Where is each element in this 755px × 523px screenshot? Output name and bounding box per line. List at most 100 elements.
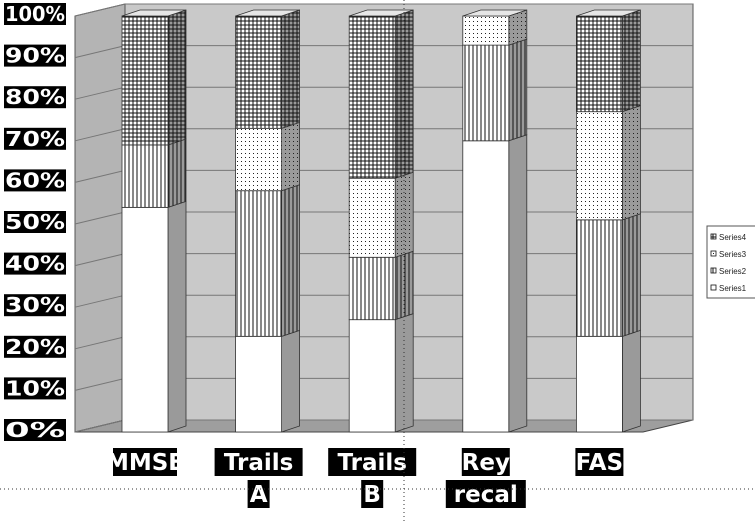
bar-segment-front xyxy=(121,15,169,146)
bar-segment xyxy=(235,9,301,129)
x-category-label-text: FAS xyxy=(576,450,623,476)
x-axis-category-labels: MMSE Trails A Trails B Rey recal FAS xyxy=(106,448,624,508)
x-category-label-box xyxy=(445,480,526,508)
bar-segment-side xyxy=(167,200,187,433)
bar-segment-side xyxy=(622,213,641,337)
y-tick-label: 10% xyxy=(4,376,66,400)
bar-segment-front xyxy=(348,177,396,258)
y-tick-label-text: 40% xyxy=(5,252,65,276)
y-tick-label: 0% xyxy=(4,418,66,442)
legend-label: Series4 xyxy=(719,233,747,242)
y-tick-label-text: 90% xyxy=(5,44,65,68)
bar-segment xyxy=(576,329,641,433)
bar-top xyxy=(576,9,641,17)
bar-segment xyxy=(348,250,414,321)
y-tick-label: 50% xyxy=(4,210,66,234)
y-tick-label-text: 20% xyxy=(5,335,65,359)
bar-segment-front xyxy=(348,15,396,179)
bar-segment-front xyxy=(235,15,283,129)
x-category-label-box xyxy=(247,480,270,508)
x-category-label: Trails A xyxy=(214,448,303,508)
y-tick-label-box xyxy=(4,252,66,275)
bar-segment xyxy=(235,184,301,337)
bar-segment-front xyxy=(121,144,169,208)
x-category-label-box xyxy=(361,480,384,508)
x-category-label-text: recal xyxy=(454,482,518,508)
bar-segment-side xyxy=(167,9,187,146)
y-tick-label-text: 30% xyxy=(5,293,65,317)
y-tick-label-box xyxy=(4,44,66,67)
x-category-label-box xyxy=(214,448,303,476)
y-tick-label: 60% xyxy=(4,168,66,192)
bar-segment xyxy=(121,9,187,146)
bar-segment-front xyxy=(348,256,396,321)
y-axis-tick-labels: 0% 10% 20% 30% 40% 50% 60% 70% 80% 90% 100% xyxy=(4,2,66,442)
bar-segment-front xyxy=(348,319,396,433)
bar-segment xyxy=(121,138,187,208)
bar-segment xyxy=(576,213,641,337)
legend-swatch xyxy=(710,233,717,240)
x-category-label-text: Trails xyxy=(337,450,406,476)
bar-segment xyxy=(462,38,528,142)
bar-segment-front xyxy=(121,206,169,433)
y-tick-label-box xyxy=(4,3,66,25)
bar-top xyxy=(121,9,187,17)
y-tick-label: 100% xyxy=(4,2,66,26)
bar-segment xyxy=(348,9,414,179)
y-tick-label-box xyxy=(4,86,66,109)
x-category-label: FAS xyxy=(575,448,624,476)
gridline xyxy=(74,3,693,17)
bar-segment-side xyxy=(622,329,641,433)
bar-segment xyxy=(462,9,528,46)
bar-segment-side xyxy=(394,9,414,179)
y-tick-label-text: 60% xyxy=(5,168,65,192)
bar-segment-side xyxy=(508,134,528,433)
y-tick-label-text: 100% xyxy=(5,2,65,26)
bar-segment-front xyxy=(576,111,623,221)
y-tick-label: 90% xyxy=(4,44,66,68)
bar-top xyxy=(235,9,300,17)
legend-entry: Series3 xyxy=(710,250,747,259)
y-tick-label-text: 0% xyxy=(5,418,65,442)
y-tick-label-box xyxy=(4,169,66,192)
y-tick-label-box xyxy=(4,377,66,400)
y-tick-label: 20% xyxy=(4,335,66,359)
x-category-label-text: MMSE xyxy=(106,450,184,476)
bar-segment xyxy=(235,121,301,192)
bar-segment xyxy=(235,329,301,433)
bar-top xyxy=(349,9,414,17)
x-category-label: MMSE xyxy=(106,448,184,476)
y-tick-label: 40% xyxy=(4,252,66,276)
y-tick-label-box xyxy=(4,335,66,358)
bar-segment-front xyxy=(462,44,510,142)
bar-top xyxy=(462,9,527,17)
legend-entry: Series2 xyxy=(710,267,747,276)
bar-segment xyxy=(348,313,414,433)
x-category-label-text: Trails xyxy=(224,450,293,476)
bar-segment xyxy=(121,200,187,433)
legend-label: Series3 xyxy=(719,250,747,259)
bar-segment-front xyxy=(576,15,623,113)
x-category-label-box xyxy=(575,448,624,476)
bar-segment-side xyxy=(281,9,301,129)
legend-entry: Series4 xyxy=(710,233,747,242)
x-category-label-text: B xyxy=(363,482,381,508)
y-tick-label-text: 10% xyxy=(5,376,65,400)
bar-segment-side xyxy=(622,105,641,221)
x-category-label-box xyxy=(461,448,510,476)
bar-segment-side xyxy=(508,38,528,142)
bars xyxy=(121,9,641,433)
legend-entry: Series1 xyxy=(710,284,747,293)
x-category-label-box xyxy=(328,448,417,476)
y-tick-label-box xyxy=(4,419,66,441)
y-tick-label-box xyxy=(4,211,66,233)
y-tick-label-text: 70% xyxy=(5,127,65,151)
y-tick-label-box xyxy=(4,127,66,150)
legend-swatch xyxy=(710,250,717,257)
bar-segment-front xyxy=(235,335,283,433)
bar-segment xyxy=(462,134,528,433)
bar-segment-side xyxy=(394,250,414,321)
bar-segment-front xyxy=(576,335,623,433)
bar-segment-front xyxy=(576,219,623,337)
